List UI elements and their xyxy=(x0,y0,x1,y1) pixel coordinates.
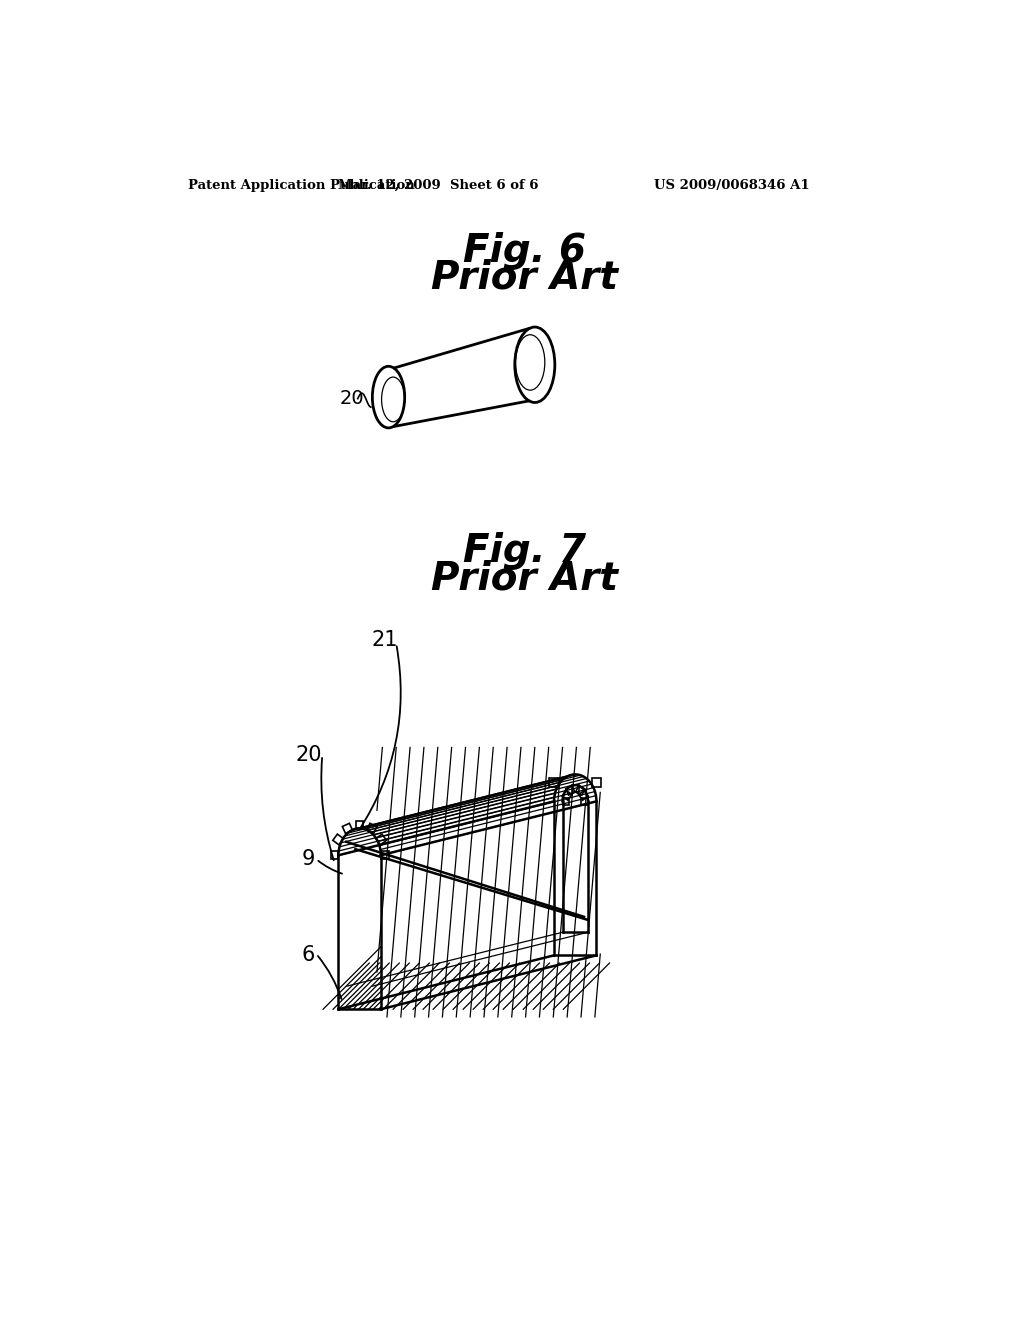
Text: Patent Application Publication: Patent Application Publication xyxy=(188,178,415,191)
Text: 20: 20 xyxy=(295,746,322,766)
Text: Prior Art: Prior Art xyxy=(431,560,618,597)
Text: US 2009/0068346 A1: US 2009/0068346 A1 xyxy=(654,178,810,191)
Text: 9: 9 xyxy=(302,849,315,869)
Text: 21: 21 xyxy=(372,630,398,649)
Text: Mar. 12, 2009  Sheet 6 of 6: Mar. 12, 2009 Sheet 6 of 6 xyxy=(338,178,539,191)
Text: Prior Art: Prior Art xyxy=(431,259,618,297)
Text: 20: 20 xyxy=(340,389,365,408)
Text: Fig. 7: Fig. 7 xyxy=(463,532,587,570)
Text: Fig. 6: Fig. 6 xyxy=(463,232,587,269)
Text: 6: 6 xyxy=(302,945,315,965)
